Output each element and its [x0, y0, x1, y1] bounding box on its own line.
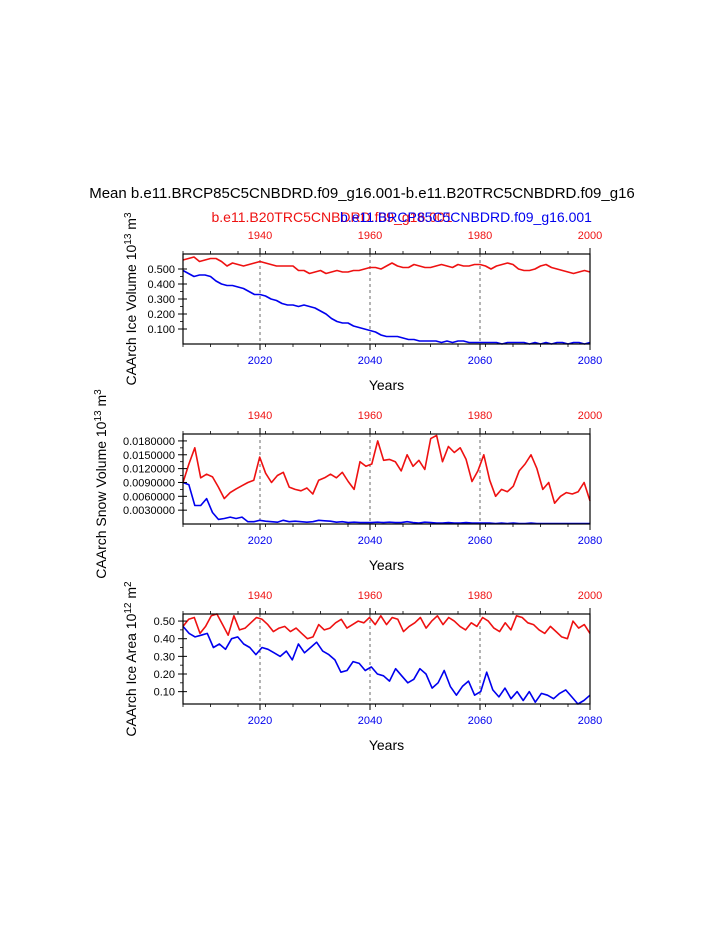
y-axis-label: CAArch Snow Volume 1013 m3	[93, 389, 110, 579]
x-tick-label-top: 1980	[468, 230, 492, 242]
y-tick-label: 0.0150000	[123, 450, 175, 462]
x-tick-label-top: 1960	[358, 590, 382, 602]
series-line-red	[182, 613, 591, 640]
x-tick-label-top: 1940	[248, 590, 272, 602]
y-tick-label: 0.200	[147, 309, 175, 321]
x-tick-label-top: 2000	[578, 590, 602, 602]
x-tick-label-top: 2000	[578, 410, 602, 422]
plot-frame	[182, 253, 591, 345]
y-tick-label: 0.300	[147, 294, 175, 306]
y-tick-label: 0.10	[154, 687, 175, 699]
x-tick-label-bottom: 2080	[578, 535, 602, 547]
x-tick-label-bottom: 2080	[578, 355, 602, 367]
x-tick-label-top: 1980	[468, 590, 492, 602]
y-tick-label: 0.0030000	[123, 505, 175, 517]
series-line-red	[182, 434, 591, 505]
series-line-blue	[182, 625, 591, 705]
x-tick-label-bottom: 2060	[468, 535, 492, 547]
x-tick-label-bottom: 2080	[578, 715, 602, 727]
x-tick-label-bottom: 2060	[468, 715, 492, 727]
x-tick-label-top: 1940	[248, 230, 272, 242]
y-tick-label: 0.30	[154, 651, 175, 663]
y-tick-label: 0.400	[147, 279, 175, 291]
x-tick-label-bottom: 2020	[248, 535, 272, 547]
y-tick-label: 0.100	[147, 324, 175, 336]
x-tick-label-bottom: 2020	[248, 355, 272, 367]
plot-frame	[182, 433, 591, 525]
x-tick-label-top: 2000	[578, 230, 602, 242]
x-tick-label-top: 1940	[248, 410, 272, 422]
panels: 0.100 0.200 0.300 0.400 0.500 2020 2040 2060 208…	[93, 212, 603, 753]
x-axis-label: Years	[369, 737, 404, 753]
x-tick-label-bottom: 2040	[358, 715, 382, 727]
x-tick-label-bottom: 2020	[248, 715, 272, 727]
series-line-blue	[182, 269, 591, 345]
y-axis-label: CAArch Ice Area 1012 m2	[123, 581, 140, 737]
y-tick-label: 0.500	[147, 264, 175, 276]
x-tick-label-top: 1980	[468, 410, 492, 422]
x-tick-label-bottom: 2060	[468, 355, 492, 367]
y-tick-label: 0.50	[154, 616, 175, 628]
series-line-blue	[182, 481, 590, 525]
y-tick-label: 0.0090000	[123, 477, 175, 489]
y-tick-label: 0.40	[154, 634, 175, 646]
panel-1: 0.100 0.200 0.300 0.400 0.500 2020 2040 2060 208…	[123, 212, 603, 393]
x-axis-label: Years	[369, 557, 404, 573]
y-tick-label: 0.20	[154, 669, 175, 681]
subtitle-red: b.e11.B20TRC5CNBDRD.f09_g16.001	[212, 209, 453, 225]
panel-3: 0.10 0.20 0.30 0.40 0.50 2020 2040 2060 2080 1940…	[123, 581, 603, 753]
y-tick-label: 0.0060000	[123, 491, 175, 503]
figure-title: Mean b.e11.BRCP85C5CNBDRD.f09_g16.001-b.…	[89, 185, 635, 202]
x-tick-label-top: 1960	[358, 230, 382, 242]
x-tick-label-bottom: 2040	[358, 535, 382, 547]
y-tick-label: 0.0180000	[123, 436, 175, 448]
x-tick-label-top: 1960	[358, 410, 382, 422]
series-line-red	[182, 256, 591, 275]
x-axis-label: Years	[369, 377, 404, 393]
plot-frame	[182, 613, 591, 705]
y-axis-label: CAArch Ice Volume 1013 m3	[123, 212, 140, 386]
subtitle-blue: b.e11.BRCP85C5CNBDRD.f09_g16.001	[340, 209, 592, 225]
y-tick-label: 0.0120000	[123, 464, 175, 476]
x-tick-label-bottom: 2040	[358, 355, 382, 367]
